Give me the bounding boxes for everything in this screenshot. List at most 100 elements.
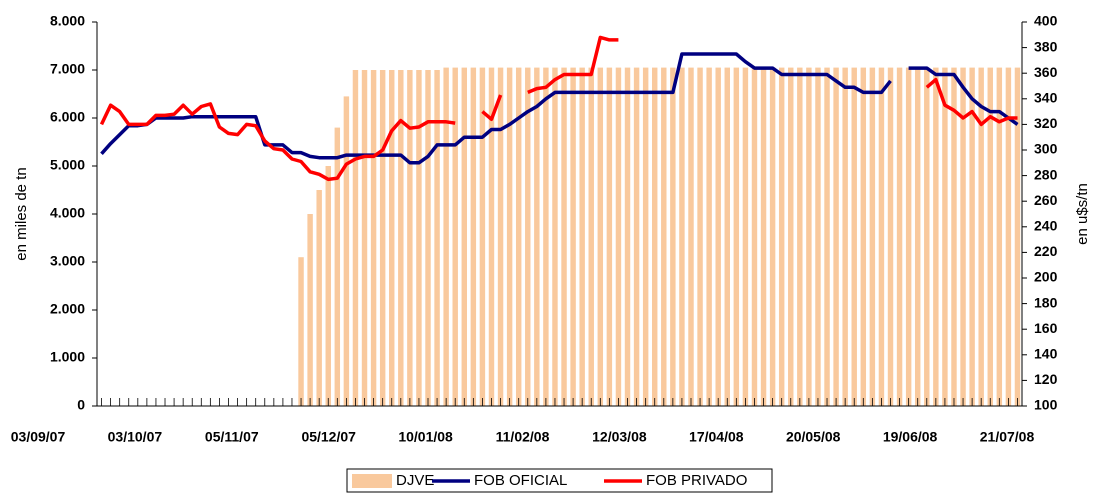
bar: [860, 67, 867, 406]
bar: [670, 67, 676, 406]
bar: [778, 67, 785, 406]
legend-box: [346, 468, 773, 493]
bar: [515, 67, 522, 406]
y2-tick-label: 220: [1034, 243, 1058, 259]
y-tick-label: 4.000: [50, 205, 85, 221]
y2-tick-label: 380: [1034, 38, 1058, 54]
bar: [488, 67, 495, 406]
bar: [352, 70, 359, 406]
bar: [951, 67, 957, 406]
y2-tick-label: 160: [1034, 320, 1058, 336]
bar: [969, 67, 975, 406]
bar: [398, 70, 404, 406]
bar: [633, 67, 640, 406]
y2-tick-label: 320: [1034, 115, 1058, 131]
bar: [724, 67, 730, 406]
bar: [416, 70, 422, 406]
y2-tick-label: 360: [1034, 64, 1058, 80]
bar: [534, 67, 540, 406]
bar: [851, 67, 857, 406]
y-tick-label: 6.000: [50, 109, 85, 125]
legend-swatch: [352, 474, 392, 488]
bar: [942, 67, 948, 406]
bar: [425, 70, 431, 406]
bar: [325, 166, 331, 406]
bar: [869, 67, 876, 406]
x-tick-label: 11/02/08: [496, 429, 550, 445]
y2-tick-label: 180: [1034, 294, 1058, 310]
bar: [642, 67, 649, 406]
y-tick-label: 3.000: [50, 253, 85, 269]
y2-tick-label: 340: [1034, 90, 1058, 106]
bar: [806, 67, 812, 406]
bar: [615, 67, 622, 406]
bar: [343, 96, 350, 407]
bar: [914, 67, 921, 406]
bar: [525, 67, 531, 406]
bar: [570, 67, 576, 406]
bar: [561, 67, 567, 406]
x-tick-label: 19/06/08: [883, 429, 938, 445]
bar: [661, 67, 667, 406]
bar: [697, 67, 703, 406]
bar: [815, 67, 821, 406]
legend-label: DJVE: [396, 472, 434, 489]
bar: [461, 67, 467, 406]
bar: [715, 67, 721, 406]
y-tick-label: 8.000: [50, 13, 85, 29]
bar: [479, 67, 486, 406]
bar: [298, 257, 304, 406]
lines: [99, 35, 1019, 182]
x-tick-label: 05/11/07: [205, 429, 259, 445]
line: [99, 35, 1018, 182]
bar: [1005, 67, 1012, 406]
x-tick-label: 21/07/08: [980, 429, 1035, 445]
bar: [878, 67, 885, 406]
x-tick-label: 03/09/07: [11, 429, 66, 445]
bar: [924, 67, 930, 406]
bars: [298, 67, 1021, 407]
bar: [788, 67, 794, 406]
bar: [769, 67, 776, 406]
y2-tick-label: 280: [1034, 166, 1058, 182]
bar: [652, 67, 658, 406]
bar: [434, 70, 440, 406]
bar: [797, 67, 803, 406]
bar: [497, 67, 504, 406]
bar: [1014, 67, 1021, 406]
bar: [960, 67, 966, 406]
legend-label: FOB OFICIAL: [474, 472, 567, 489]
bar: [733, 67, 740, 406]
bar: [624, 67, 631, 406]
bar: [996, 67, 1003, 406]
bar: [896, 67, 903, 406]
bar: [905, 67, 912, 406]
x-tick-label: 03/10/07: [108, 429, 163, 445]
y-tick-label: 1.000: [50, 349, 85, 365]
y2-tick-label: 260: [1034, 192, 1058, 208]
y-tick-label: 0: [77, 397, 85, 413]
y-tick-label: 7.000: [50, 61, 85, 77]
y2-tick-label: 400: [1034, 13, 1058, 29]
bar: [407, 70, 413, 406]
bar: [597, 67, 604, 406]
bar: [978, 67, 984, 406]
bar: [443, 67, 449, 406]
bar: [887, 67, 894, 406]
bar: [824, 67, 830, 406]
bar: [316, 190, 322, 406]
bar: [370, 70, 377, 406]
bar: [307, 214, 313, 406]
bar: [579, 67, 585, 406]
y2-tick-label: 100: [1034, 397, 1058, 413]
bar: [933, 67, 939, 406]
line: [100, 52, 1019, 165]
bar: [987, 67, 993, 406]
bar: [706, 67, 712, 406]
bar: [833, 67, 839, 406]
x-tick-label: 17/04/08: [689, 429, 744, 445]
bar: [361, 70, 368, 406]
y2-tick-label: 300: [1034, 141, 1058, 157]
x-tick-label: 20/05/08: [786, 429, 841, 445]
bar: [842, 67, 848, 406]
